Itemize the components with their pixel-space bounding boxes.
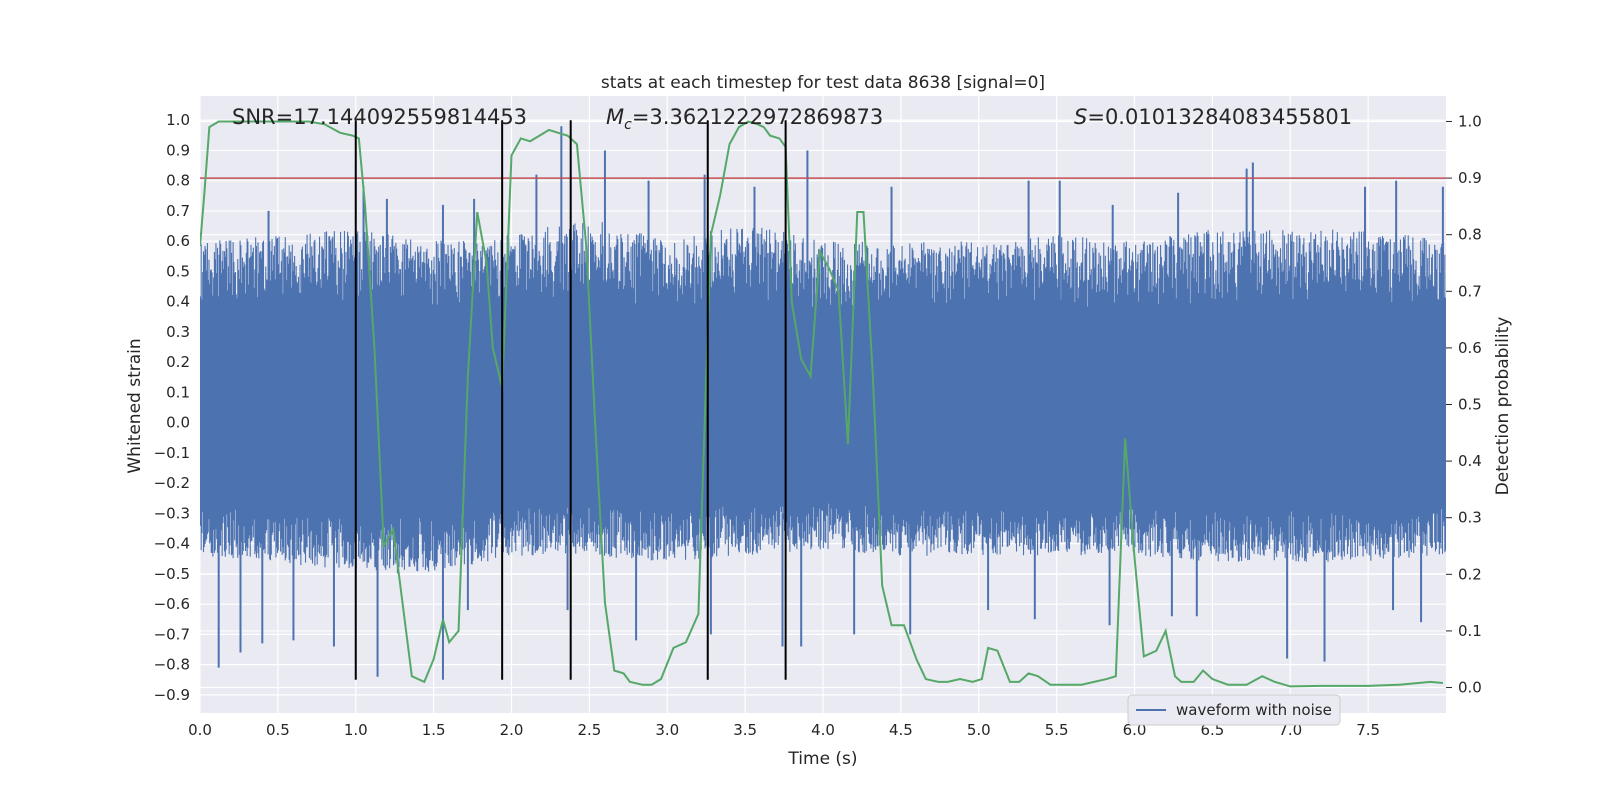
y-left-tick-label: 1.0 bbox=[166, 111, 190, 129]
y-right-tick-label: 0.6 bbox=[1458, 339, 1482, 357]
x-tick-label: 5.0 bbox=[967, 721, 991, 739]
legend-box bbox=[1127, 694, 1341, 726]
x-tick-label: 4.0 bbox=[811, 721, 835, 739]
chirp-mass-symbol: M bbox=[606, 105, 624, 129]
waveform-series bbox=[200, 126, 1446, 680]
y-right-tick-label: 0.2 bbox=[1458, 565, 1482, 583]
y-left-tick-label: −0.3 bbox=[154, 504, 190, 522]
s-annotation: S=0.010132840834558​01 bbox=[1074, 105, 1352, 129]
y-right-tick-label: 0.1 bbox=[1458, 622, 1482, 640]
legend: waveform with noise bbox=[1127, 694, 1341, 726]
y-right-tick-label: 1.0 bbox=[1458, 112, 1482, 130]
waveform-noise bbox=[200, 222, 1446, 574]
y-right-tick-label: 0.4 bbox=[1458, 452, 1482, 470]
y-left-tick-label: −0.6 bbox=[154, 595, 190, 613]
x-tick-label: 1.0 bbox=[344, 721, 368, 739]
y-left-tick-label: 0.3 bbox=[166, 323, 190, 341]
y-right-tick-label: 0.5 bbox=[1458, 396, 1482, 414]
y-right-tick-label: 0.7 bbox=[1458, 282, 1482, 300]
y-left-tick-label: 0.4 bbox=[166, 293, 190, 311]
x-tick-label: 2.0 bbox=[500, 721, 524, 739]
legend-waveform-label: waveform with noise bbox=[1176, 701, 1332, 719]
y-left-tick-label: 0.6 bbox=[166, 232, 190, 250]
x-tick-label: 5.5 bbox=[1045, 721, 1069, 739]
y-left-tick-label: −0.8 bbox=[154, 656, 190, 674]
y-left-tick-label: −0.4 bbox=[154, 535, 190, 553]
y-left-tick-label: 0.2 bbox=[166, 353, 190, 371]
chirp-mass-value: =3.3621222972869873 bbox=[632, 105, 883, 129]
x-tick-label: 3.0 bbox=[655, 721, 679, 739]
s-symbol: S bbox=[1074, 105, 1087, 129]
chart-title: stats at each timestep for test data 863… bbox=[601, 73, 1045, 93]
y-left-tick-label: 0.0 bbox=[166, 414, 190, 432]
y-axis-right-ticks: 1.0 0.9 0.8 0.7 0.6 0.5 0.4 0.3 0.2 0.1 0.0 bbox=[1446, 112, 1482, 697]
y-axis-right-label: Detection probability bbox=[1493, 317, 1513, 496]
x-tick-label: 4.5 bbox=[889, 721, 913, 739]
y-left-tick-label: −0.9 bbox=[154, 686, 190, 704]
y-left-tick-label: 0.9 bbox=[166, 141, 190, 159]
y-axis-left-label: Whitened strain bbox=[125, 338, 145, 473]
x-tick-label: 2.5 bbox=[577, 721, 601, 739]
y-left-tick-label: 0.5 bbox=[166, 262, 190, 280]
y-left-tick-label: 0.7 bbox=[166, 202, 190, 220]
y-right-tick-label: 0.9 bbox=[1458, 169, 1482, 187]
y-left-tick-label: −0.2 bbox=[154, 474, 190, 492]
detection-probability-line bbox=[200, 120, 1443, 688]
chirp-mass-subscript: c bbox=[624, 117, 632, 133]
x-axis-ticks: 0.0 0.5 1.0 1.5 2.0 2.5 3.0 3.5 4.0 4.5 5.0 5.5 6.0 6… bbox=[188, 721, 1380, 739]
s-value: =0.010132840834558​01 bbox=[1087, 105, 1352, 129]
x-tick-label: 0.5 bbox=[266, 721, 290, 739]
y-left-tick-label: 0.8 bbox=[166, 172, 190, 190]
y-right-tick-label: 0.3 bbox=[1458, 509, 1482, 527]
x-tick-label: 1.5 bbox=[422, 721, 446, 739]
x-tick-label: 7.5 bbox=[1356, 721, 1380, 739]
y-left-tick-label: −0.5 bbox=[154, 565, 190, 583]
y-left-tick-label: −0.1 bbox=[154, 444, 190, 462]
x-tick-label: 3.5 bbox=[733, 721, 757, 739]
x-axis-label: Time (s) bbox=[787, 749, 857, 769]
chirp-mass-annotation: Mc=3.3621222972869873 bbox=[606, 105, 883, 133]
event-lines bbox=[354, 120, 787, 680]
snr-annotation: SNR=17.144092559814453 bbox=[232, 105, 527, 129]
y-left-tick-label: −0.7 bbox=[154, 625, 190, 643]
y-right-tick-label: 0.8 bbox=[1458, 226, 1482, 244]
y-left-tick-label: 0.1 bbox=[166, 383, 190, 401]
y-right-tick-label: 0.0 bbox=[1458, 679, 1482, 697]
y-axis-left-ticks: 1.0 0.9 0.8 0.7 0.6 0.5 0.4 0.3 0.2 0.1 0.0 −0.1 −0.… bbox=[154, 111, 190, 704]
x-tick-label: 0.0 bbox=[188, 721, 212, 739]
